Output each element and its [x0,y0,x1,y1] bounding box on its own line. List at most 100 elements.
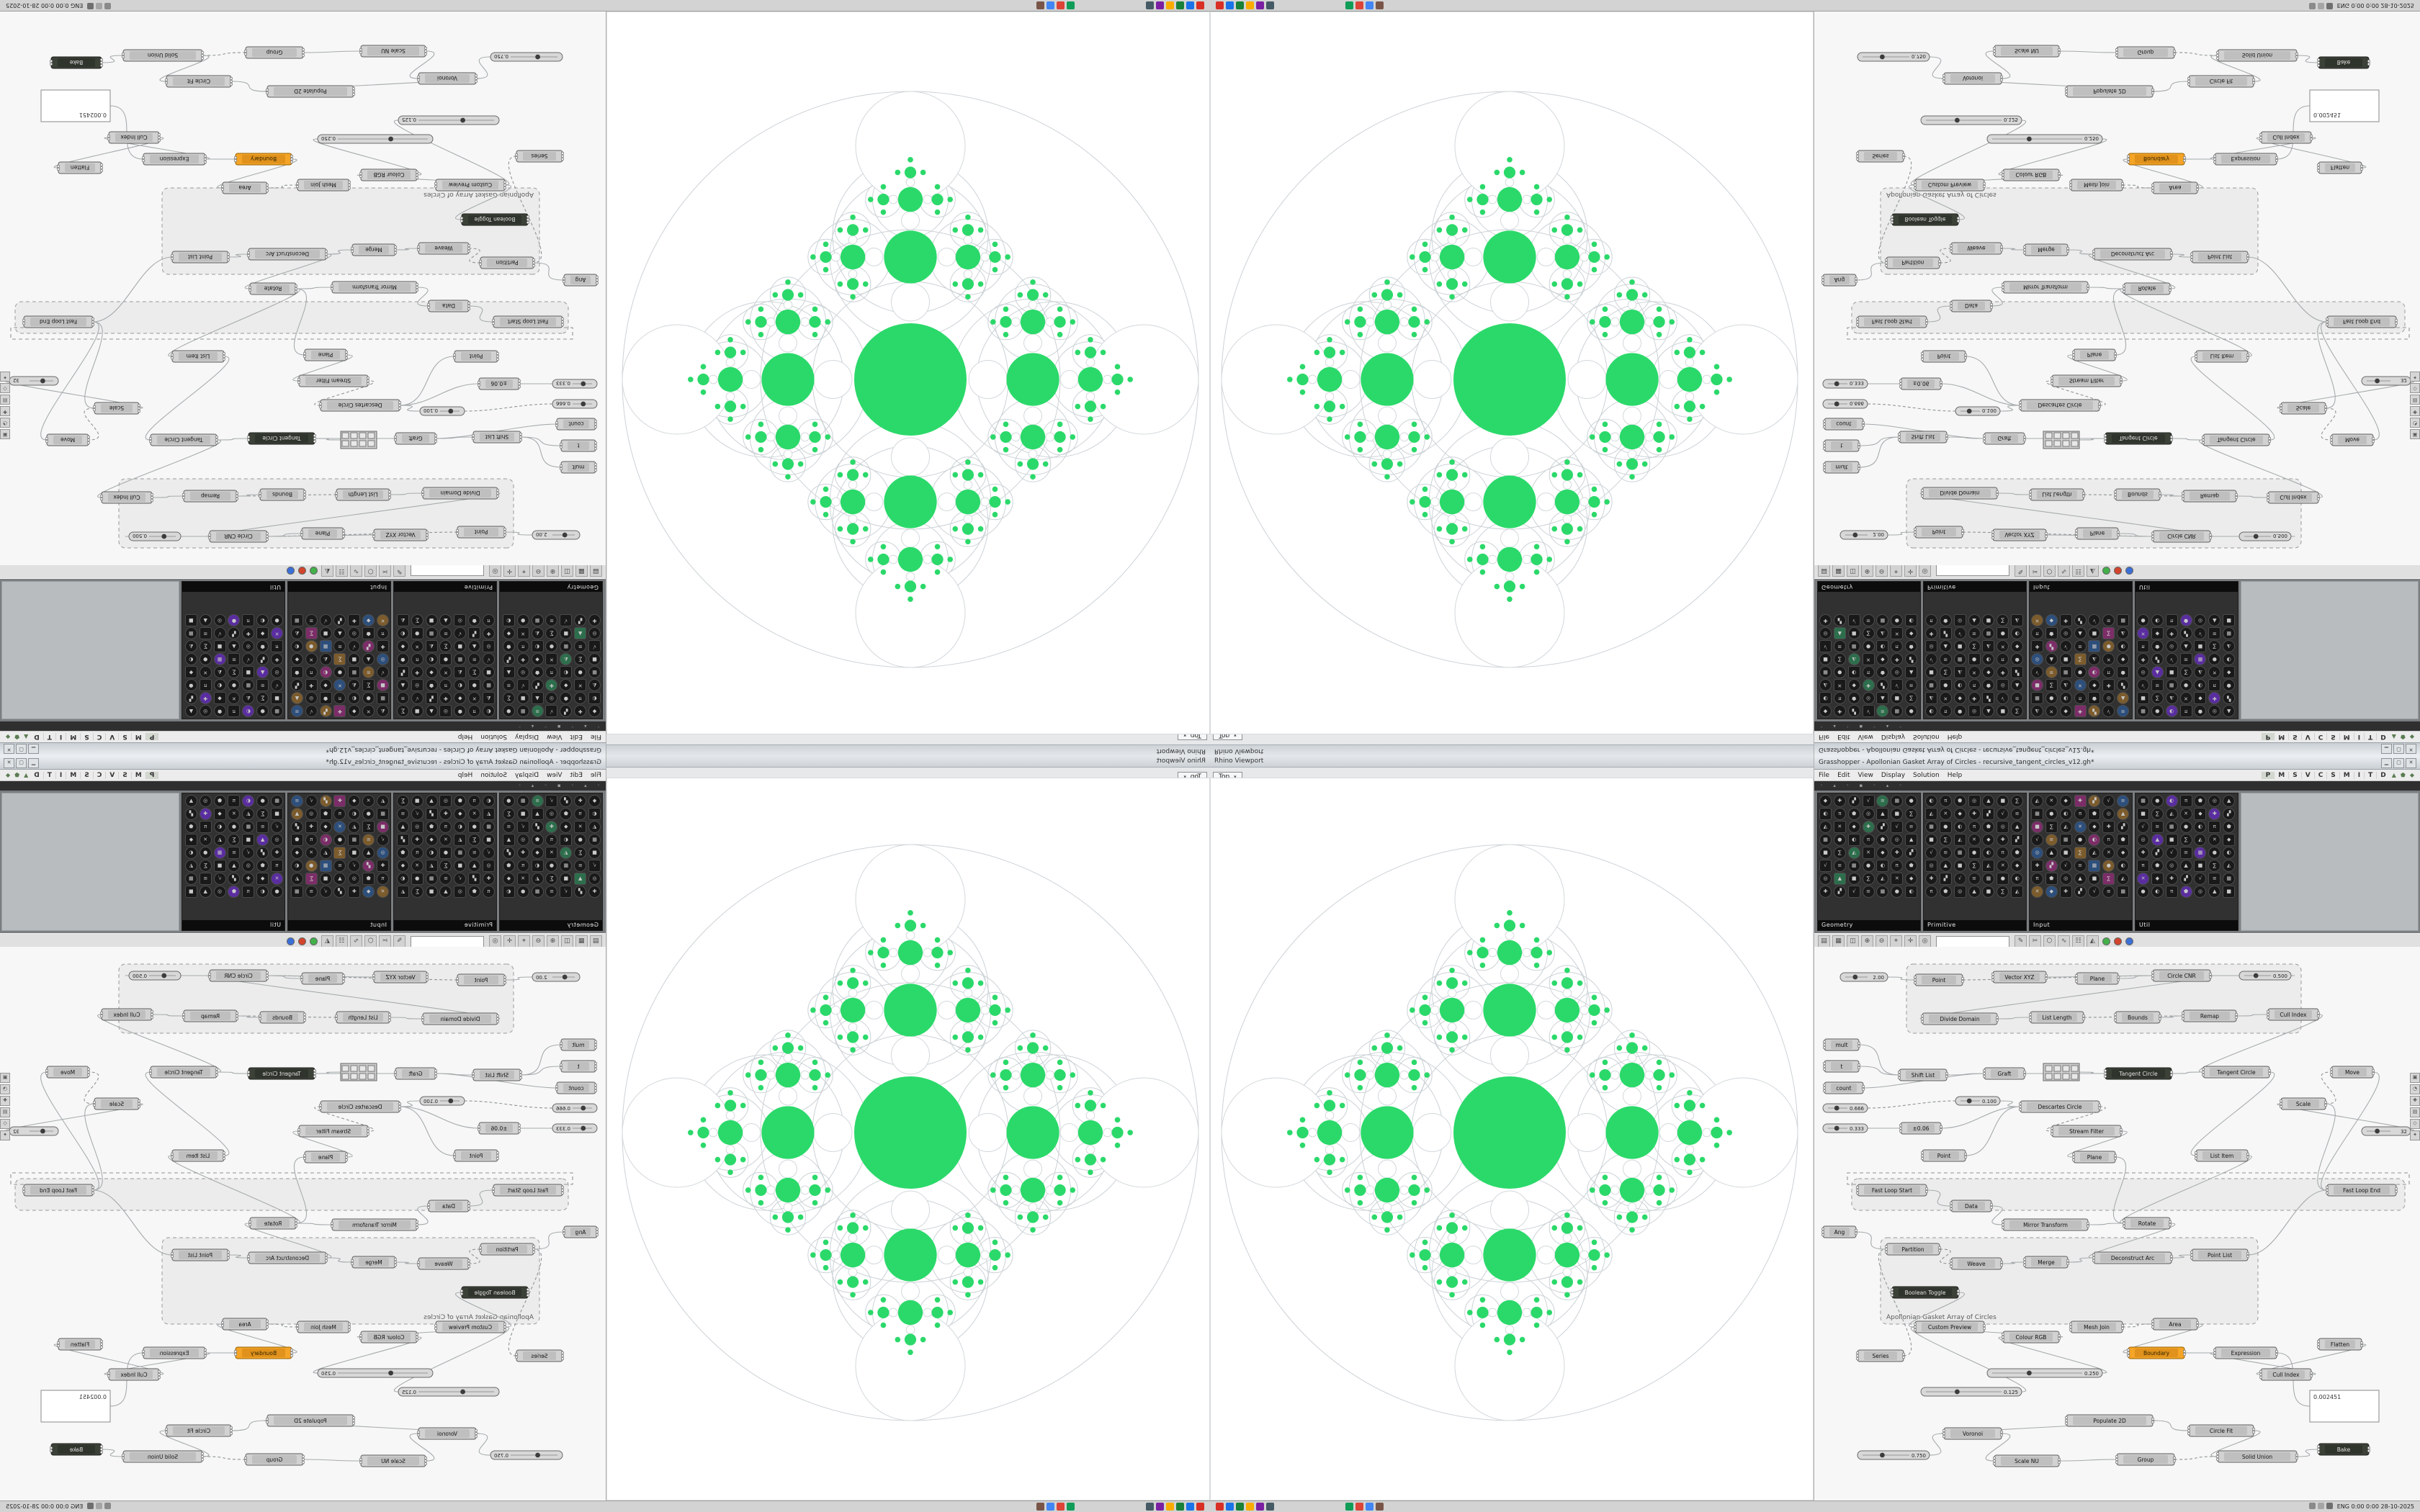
gh-node[interactable]: Move [2329,433,2375,446]
gh-node[interactable]: Vector XYZ [1991,971,2048,984]
palette-icon[interactable]: ■ [1925,666,1937,678]
component-tab-7[interactable]: I [2353,733,2365,741]
palette-icon[interactable]: ▞ [396,834,409,846]
palette-icon[interactable]: ∑ [545,873,558,885]
palette-icon[interactable]: π [1968,679,1981,691]
palette-icon[interactable]: ▲ [333,627,346,639]
palette-icon[interactable]: ▦ [588,834,601,846]
palette-icon[interactable]: ◐ [2059,692,2072,704]
palette-icon[interactable]: ◭ [213,666,226,678]
palette-icon[interactable]: ● [1968,847,1981,859]
palette-icon[interactable]: ▦ [425,873,438,885]
grasshopper-titlebar[interactable]: Grasshopper - Apollonian Gasket Array of… [0,742,606,756]
palette-icon[interactable]: ◭ [588,821,601,833]
palette-icon[interactable]: ▲ [362,847,375,859]
palette-icon[interactable]: ≡ [574,860,587,872]
palette-icon[interactable]: ■ [1953,860,1966,872]
component-tab-4[interactable]: C [2313,771,2327,779]
palette-icon[interactable]: ≡ [1833,640,1846,652]
palette-icon[interactable]: ▞ [184,692,197,704]
gh-node[interactable]: Expression [2213,1346,2279,1359]
palette-icon[interactable]: ▞ [256,653,269,665]
taskbar-app-icon[interactable] [1196,1,1204,9]
palette-icon[interactable]: ◆ [2117,653,2130,665]
gh-node[interactable]: Partition [478,256,536,269]
palette-icon[interactable]: ≡ [290,705,303,717]
palette-icon[interactable]: √ [319,886,332,898]
palette-icon[interactable]: ∑ [2208,860,2221,872]
palette-icon[interactable]: ● [256,705,269,717]
palette-icon[interactable]: ≡ [468,847,481,859]
solver-light-icon[interactable] [2102,937,2110,945]
component-tab-4[interactable]: C [2313,733,2327,741]
palette-icon[interactable]: ▦ [1819,834,1832,846]
palette-icon[interactable]: ▦ [2117,614,2130,626]
gh-node[interactable] [340,431,377,449]
palette-icon[interactable]: ◎ [1891,834,1904,846]
gh-node[interactable]: Data [426,300,471,312]
palette-icon[interactable]: ▦ [2194,847,2207,859]
edge-tool-icon[interactable]: ◔ [2410,1084,2420,1094]
taskbar-app-icon[interactable] [1376,1,1384,9]
palette-icon[interactable]: ▞ [2151,847,2164,859]
palette-icon[interactable]: ✕ [1862,653,1875,665]
taskbar-app-icon[interactable] [1345,1503,1353,1511]
gh-node[interactable]: Expression [2213,153,2279,166]
palette-icon[interactable]: ▲ [502,666,515,678]
palette-icon[interactable]: √ [516,679,529,691]
palette-icon[interactable]: ⬟ [256,640,269,652]
palette-icon[interactable]: ✕ [333,821,346,833]
close-icon[interactable]: ✕ [2406,758,2416,768]
palette-icon[interactable]: ⬟ [2045,627,2058,639]
tray-icon[interactable] [104,3,112,9]
palette-icon[interactable]: ✚ [2031,860,2043,872]
palette-icon[interactable]: ∑ [1862,873,1875,885]
gh-node[interactable]: Plane [302,348,349,361]
tray-icon[interactable] [2317,1503,2324,1509]
palette-icon[interactable]: ∑ [362,821,375,833]
gh-node[interactable]: Area [220,181,269,194]
palette-icon[interactable]: ▦ [377,808,389,820]
viewport-titlebar[interactable]: Rhino Viewport [606,744,1210,756]
palette-icon[interactable]: ✚ [439,692,452,704]
palette-icon[interactable]: ✚ [348,614,361,626]
palette-icon[interactable]: ⬟ [1939,614,1952,626]
gh-node[interactable]: Mesh Join [2069,179,2125,192]
gh-node[interactable]: Ang [562,274,599,287]
layers-icon[interactable]: ☷ [336,935,348,948]
palette-icon[interactable]: ◐ [348,692,361,704]
palette-icon[interactable]: ▲ [2011,679,2024,691]
palette-icon[interactable]: ≡ [545,886,558,898]
palette-icon[interactable]: ◭ [2165,692,2178,704]
palette-icon[interactable]: ◆ [1819,705,1832,717]
gh-node[interactable]: Remap [2181,1009,2238,1022]
palette-icon[interactable]: ◆ [348,705,361,717]
edge-tool-icon[interactable]: ◔ [0,1084,10,1094]
gh-node[interactable]: Scale [2279,1097,2328,1110]
gh-node[interactable]: Scale NU [1992,45,2061,58]
palette-icon[interactable]: ≡ [502,679,515,691]
palette-icon[interactable]: ◐ [588,692,601,704]
palette-icon[interactable]: ✚ [545,821,558,833]
palette-icon[interactable]: ◭ [2223,860,2236,872]
node-canvas[interactable]: Apollonian Gasket Array of Circles Point V… [1814,12,2420,565]
gh-node[interactable]: Boundary [2126,153,2187,166]
palette-icon[interactable]: ◐ [502,614,515,626]
palette-icon[interactable]: ■ [1953,640,1966,652]
palette-icon[interactable]: ■ [1847,627,1860,639]
palette-icon[interactable]: ● [2179,821,2192,833]
palette-icon[interactable]: ◐ [184,847,197,859]
menu-edit[interactable]: Edit [570,733,583,741]
palette-icon[interactable]: ▞ [2088,705,2101,717]
zoom-out-icon[interactable]: ⊖ [1876,935,1888,948]
palette-icon[interactable]: ▞ [396,666,409,678]
gh-node[interactable]: Voronoi [416,1427,478,1440]
gh-node[interactable]: Tangent Circle [246,1067,317,1080]
gh-node[interactable]: Cull Index [99,1008,154,1021]
palette-icon[interactable]: ◎ [199,795,212,807]
taskbar-app-icon[interactable] [1216,1503,1224,1511]
palette-icon[interactable]: ■ [411,795,424,807]
canvas-search-input[interactable] [411,935,484,948]
palette-icon[interactable]: ▦ [319,860,332,872]
taskbar-app-icon[interactable] [1355,1503,1363,1511]
